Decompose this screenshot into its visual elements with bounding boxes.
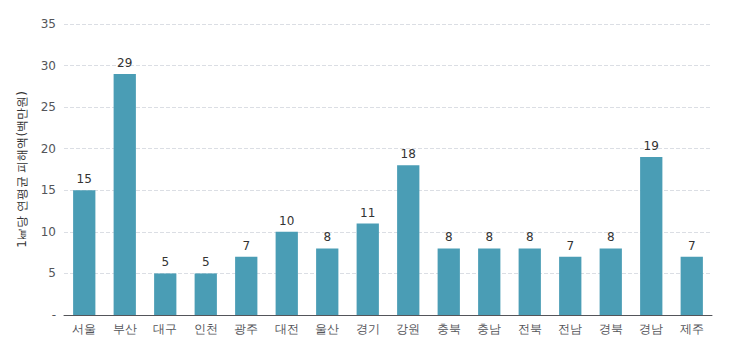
svg-text:29: 29 (117, 56, 132, 70)
svg-text:경북: 경북 (599, 322, 623, 336)
svg-text:강원: 강원 (396, 322, 420, 336)
svg-text:전남: 전남 (558, 322, 582, 336)
svg-text:7: 7 (566, 239, 574, 253)
svg-text:광주: 광주 (234, 322, 258, 336)
svg-text:8: 8 (323, 230, 331, 244)
svg-text:7: 7 (688, 239, 696, 253)
svg-text:30: 30 (41, 59, 56, 73)
svg-text:8: 8 (607, 230, 615, 244)
svg-text:8: 8 (526, 230, 534, 244)
svg-text:18: 18 (401, 147, 416, 161)
svg-text:10: 10 (279, 214, 294, 228)
svg-text:인천: 인천 (194, 322, 218, 336)
svg-text:전북: 전북 (518, 322, 542, 336)
svg-text:15: 15 (77, 172, 92, 186)
svg-text:8: 8 (485, 230, 493, 244)
svg-text:울산: 울산 (315, 322, 339, 336)
svg-text:대구: 대구 (153, 322, 177, 336)
svg-text:제주: 제주 (680, 322, 704, 336)
svg-text:경남: 경남 (639, 322, 663, 336)
svg-text:20: 20 (41, 142, 56, 156)
svg-text:5: 5 (161, 255, 169, 269)
svg-text:경기: 경기 (356, 322, 380, 336)
svg-text:8: 8 (445, 230, 453, 244)
svg-text:대전: 대전 (275, 322, 299, 336)
svg-text:-: - (52, 308, 56, 322)
svg-text:35: 35 (41, 17, 56, 31)
svg-text:부산: 부산 (113, 322, 137, 336)
svg-text:충남: 충남 (477, 322, 501, 336)
svg-text:5: 5 (48, 266, 56, 280)
svg-text:25: 25 (41, 100, 56, 114)
svg-text:7: 7 (242, 239, 250, 253)
svg-text:1㎢당 연평균 피해액(백만원): 1㎢당 연평균 피해액(백만원) (15, 91, 29, 248)
svg-text:충북: 충북 (437, 322, 461, 336)
svg-text:서울: 서울 (72, 322, 96, 336)
svg-text:5: 5 (202, 255, 210, 269)
svg-text:19: 19 (644, 139, 659, 153)
svg-text:15: 15 (41, 183, 56, 197)
svg-text:11: 11 (360, 206, 375, 220)
svg-text:10: 10 (41, 225, 56, 239)
